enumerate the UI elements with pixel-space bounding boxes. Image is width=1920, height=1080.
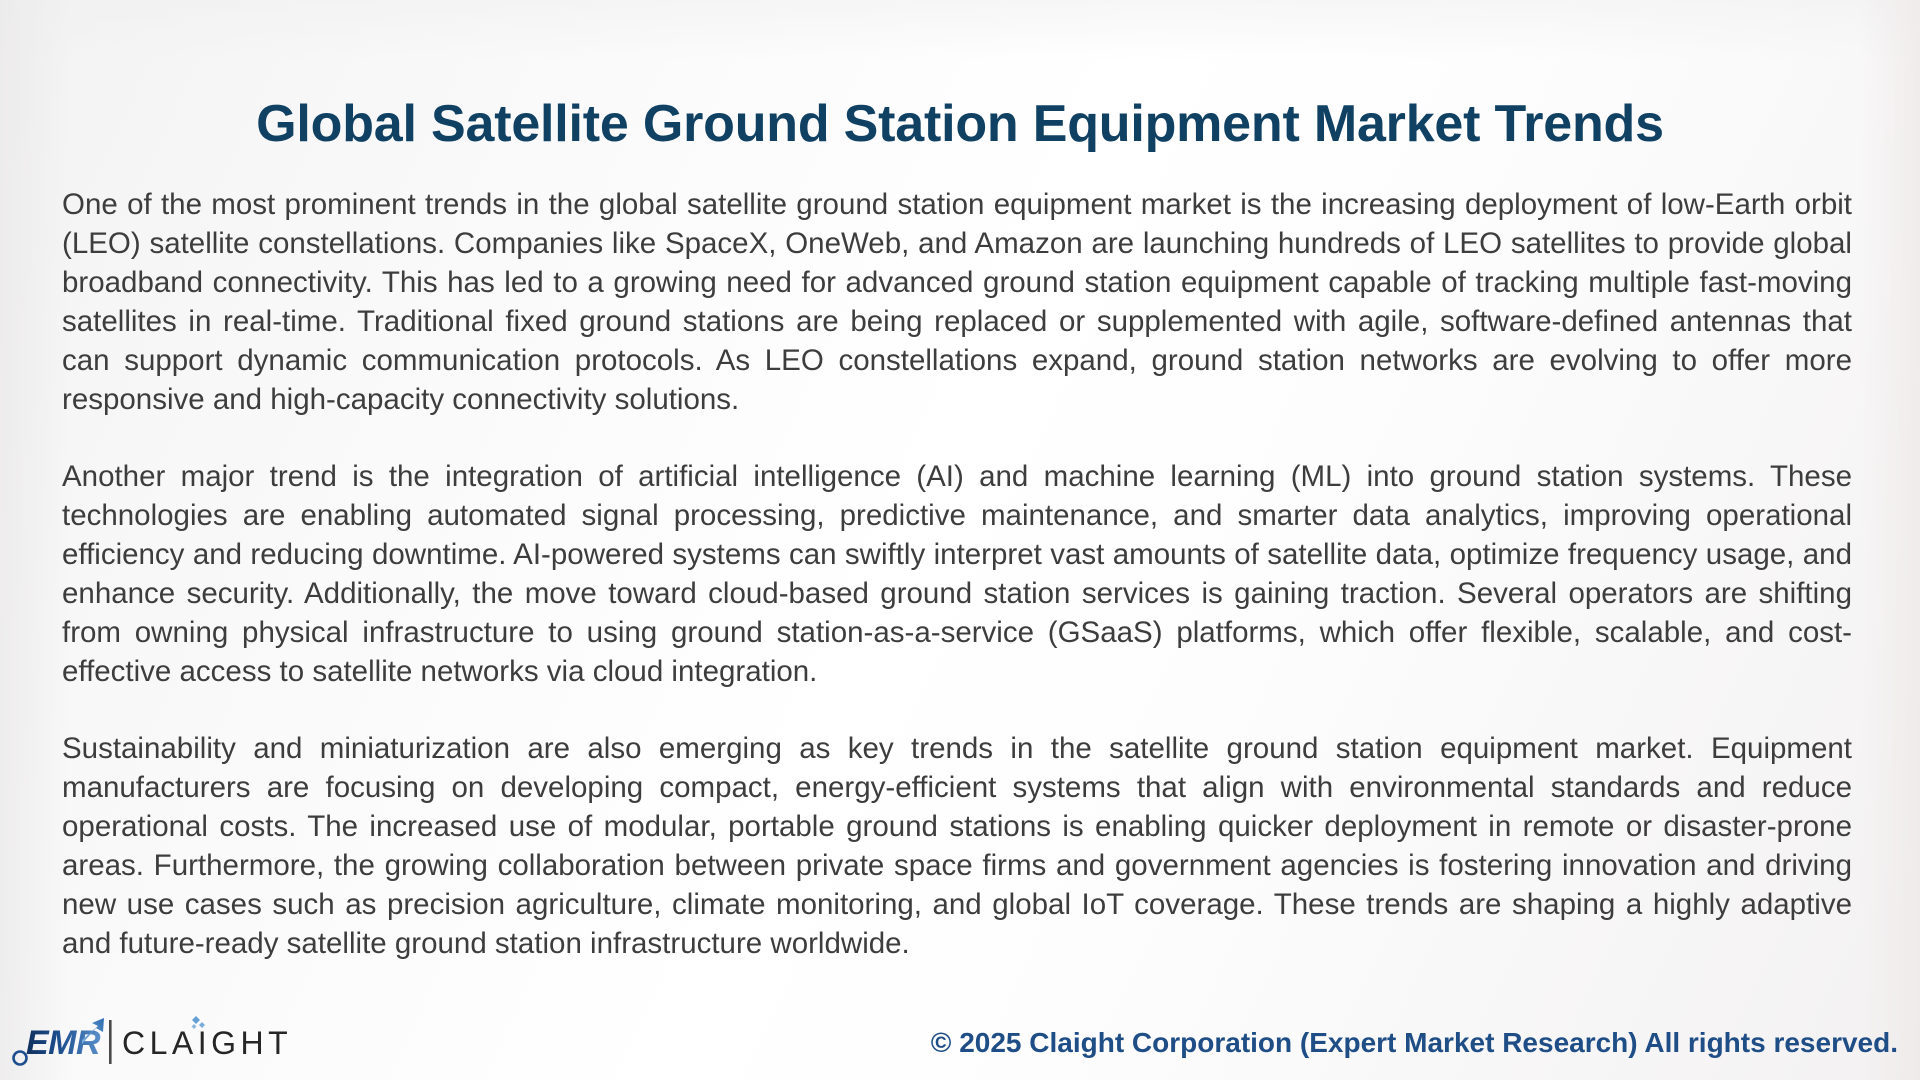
body-content: One of the most prominent trends in the … [62,185,1852,963]
paragraph-1: One of the most prominent trends in the … [62,188,1852,416]
paragraph-2: Another major trend is the integration o… [62,460,1852,688]
paragraph-3: Sustainability and miniaturization are a… [62,732,1852,960]
copyright-text: © 2025 Claight Corporation (Expert Marke… [930,1027,1898,1058]
logo-claight-text: CLAIGHT [122,1025,292,1061]
logo-divider [109,1020,112,1064]
sparkle-icon [191,1016,205,1029]
growth-arrow-icon [82,1018,104,1044]
logo-emr-text: EMR [26,1024,101,1062]
logo-svg: EMR CLAIGHT [12,1016,292,1066]
page-title: Global Satellite Ground Station Equipmen… [256,94,1664,153]
emr-claight-logo[interactable]: EMR CLAIGHT [10,1010,310,1072]
orbit-circle-icon [12,1050,28,1066]
